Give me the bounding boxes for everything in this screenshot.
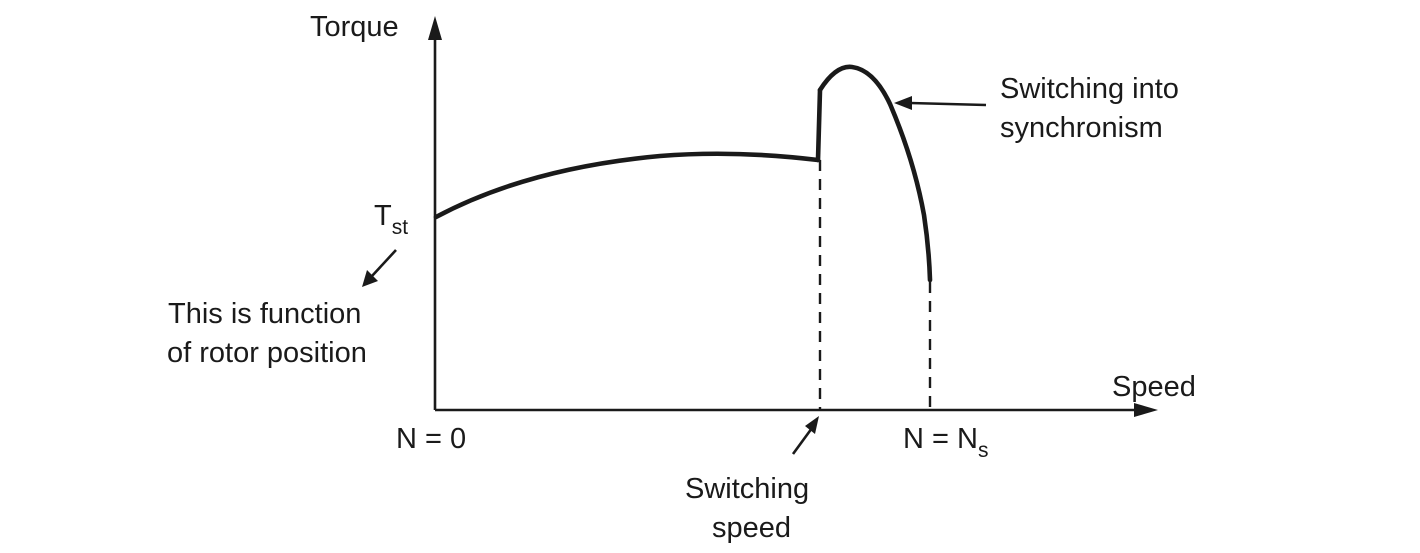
switching-speed-pointer: [791, 416, 819, 455]
torque-speed-curve: [433, 64, 933, 283]
switching-speed-label-line2: speed: [712, 512, 791, 544]
svg-text:N = Ns: N = Ns: [903, 423, 988, 462]
synchronism-note-line2: synchronism: [1000, 112, 1163, 144]
synchronism-note-line1: Switching into: [1000, 73, 1179, 105]
torque-axis-arrowhead: [428, 16, 442, 40]
synchronism-note-pointer: [894, 96, 987, 110]
rotor-position-note-line2: of rotor position: [167, 337, 367, 369]
switching-jump-segment: [815, 87, 823, 163]
rotor-position-note-line1: This is function: [168, 298, 361, 330]
speed-axis-label: Speed: [1112, 371, 1196, 403]
starting-torque-label: Tst: [374, 200, 408, 239]
synchronous-speed-label-main: N = N: [903, 423, 978, 455]
svg-text:Tst: Tst: [374, 200, 408, 239]
zero-speed-label: N = 0: [396, 423, 466, 455]
axes: [428, 16, 1158, 417]
induction-start-segment: [433, 151, 821, 220]
torque-axis-label: Torque: [310, 11, 399, 43]
synchronous-speed-label-sub: s: [978, 439, 989, 462]
starting-torque-label-main: T: [374, 200, 392, 232]
synchronous-segment: [817, 64, 933, 283]
rotor-note-pointer: [362, 249, 397, 287]
speed-axis-arrowhead: [1134, 403, 1158, 417]
switching-speed-label-line1: Switching: [685, 473, 809, 505]
starting-torque-label-sub: st: [392, 216, 409, 239]
synchronous-speed-label: N = Ns: [903, 423, 988, 462]
